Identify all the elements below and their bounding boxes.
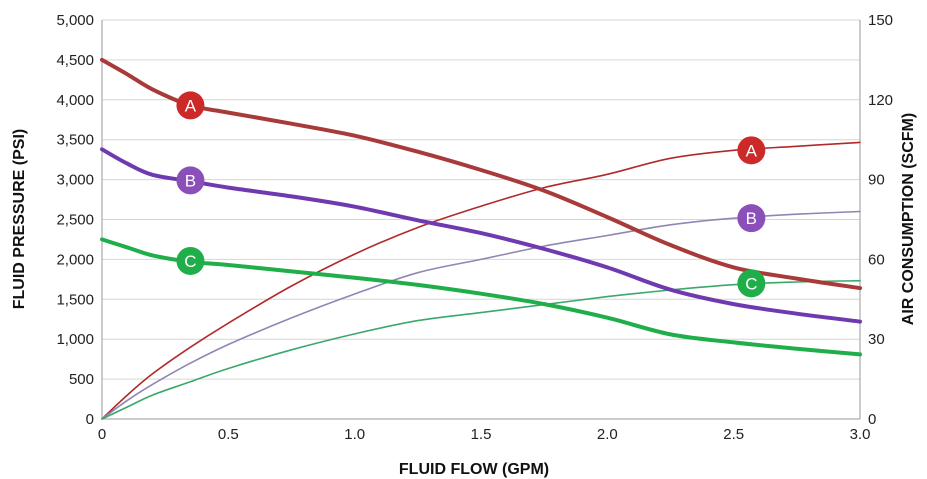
series-marker-label-c-pressure: C: [184, 252, 196, 271]
series-line-c-pressure: [100, 237, 862, 357]
series-line-b-air: [101, 210, 861, 420]
y2-tick-label: 0: [868, 411, 876, 428]
series-marker-c-pressure: [176, 246, 205, 275]
series-marker-label-b-pressure: B: [185, 171, 196, 190]
x-tick-label: 3.0: [850, 426, 871, 443]
series-marker-label-b-air: B: [746, 209, 757, 228]
gridlines: [102, 19, 860, 380]
x-tick-label: 0: [98, 426, 106, 443]
series-line-c-air: [101, 279, 861, 420]
x-tick-label: 1.5: [471, 426, 492, 443]
y2-tick-label: 60: [868, 251, 885, 268]
y2-axis-title: AIR CONSUMPTION (SCFM): [900, 113, 917, 325]
series-marker-a-pressure: [176, 91, 205, 120]
x-axis-title: FLUID FLOW (GPM): [399, 461, 549, 478]
series-marker-a-air: [737, 136, 766, 165]
series-markers: A B C A B C: [176, 91, 766, 298]
x-tick-label: 2.0: [597, 426, 618, 443]
x-tick-label: 1.0: [344, 426, 365, 443]
x-tick-label: 0.5: [218, 426, 239, 443]
y-tick-label: 1,500: [56, 291, 94, 308]
y-tick-label: 4,500: [56, 52, 94, 69]
y-tick-labels: 0 500 1,000 1,500 2,000 2,500 3,000 3,500 4,000 4…: [56, 12, 94, 428]
series-marker-b-air: [737, 204, 766, 233]
x-tick-label: 2.5: [723, 426, 744, 443]
y-tick-label: 4,000: [56, 92, 94, 109]
y-tick-label: 2,500: [56, 212, 94, 229]
y-tick-label: 3,000: [56, 172, 94, 189]
y2-tick-label: 150: [868, 12, 893, 29]
y2-tick-label: 120: [868, 92, 893, 109]
x-tick-labels: 0 0.5 1.0 1.5 2.0 2.5 3.0: [98, 426, 871, 443]
series-line-b-pressure: [100, 147, 862, 324]
series-marker-label-a-pressure: A: [185, 96, 197, 115]
y2-tick-labels: 0 30 60 90 120 150: [868, 12, 893, 428]
series-marker-label-a-air: A: [746, 141, 758, 160]
series-line-a-air: [101, 141, 861, 420]
y-tick-label: 500: [69, 371, 94, 388]
series-marker-b-pressure: [176, 166, 205, 195]
y-axis-title: FLUID PRESSURE (PSI): [11, 129, 28, 309]
y-tick-label: 2,000: [56, 251, 94, 268]
y-tick-label: 0: [86, 411, 94, 428]
y2-tick-label: 90: [868, 172, 885, 189]
y-tick-label: 1,000: [56, 331, 94, 348]
series-marker-c-air: [737, 269, 766, 298]
series-lines: [100, 57, 862, 420]
y2-tick-label: 30: [868, 331, 885, 348]
y-tick-label: 5,000: [56, 12, 94, 29]
y-tick-label: 3,500: [56, 132, 94, 149]
series-line-a-pressure: [100, 57, 862, 291]
series-marker-label-c-air: C: [745, 274, 757, 293]
